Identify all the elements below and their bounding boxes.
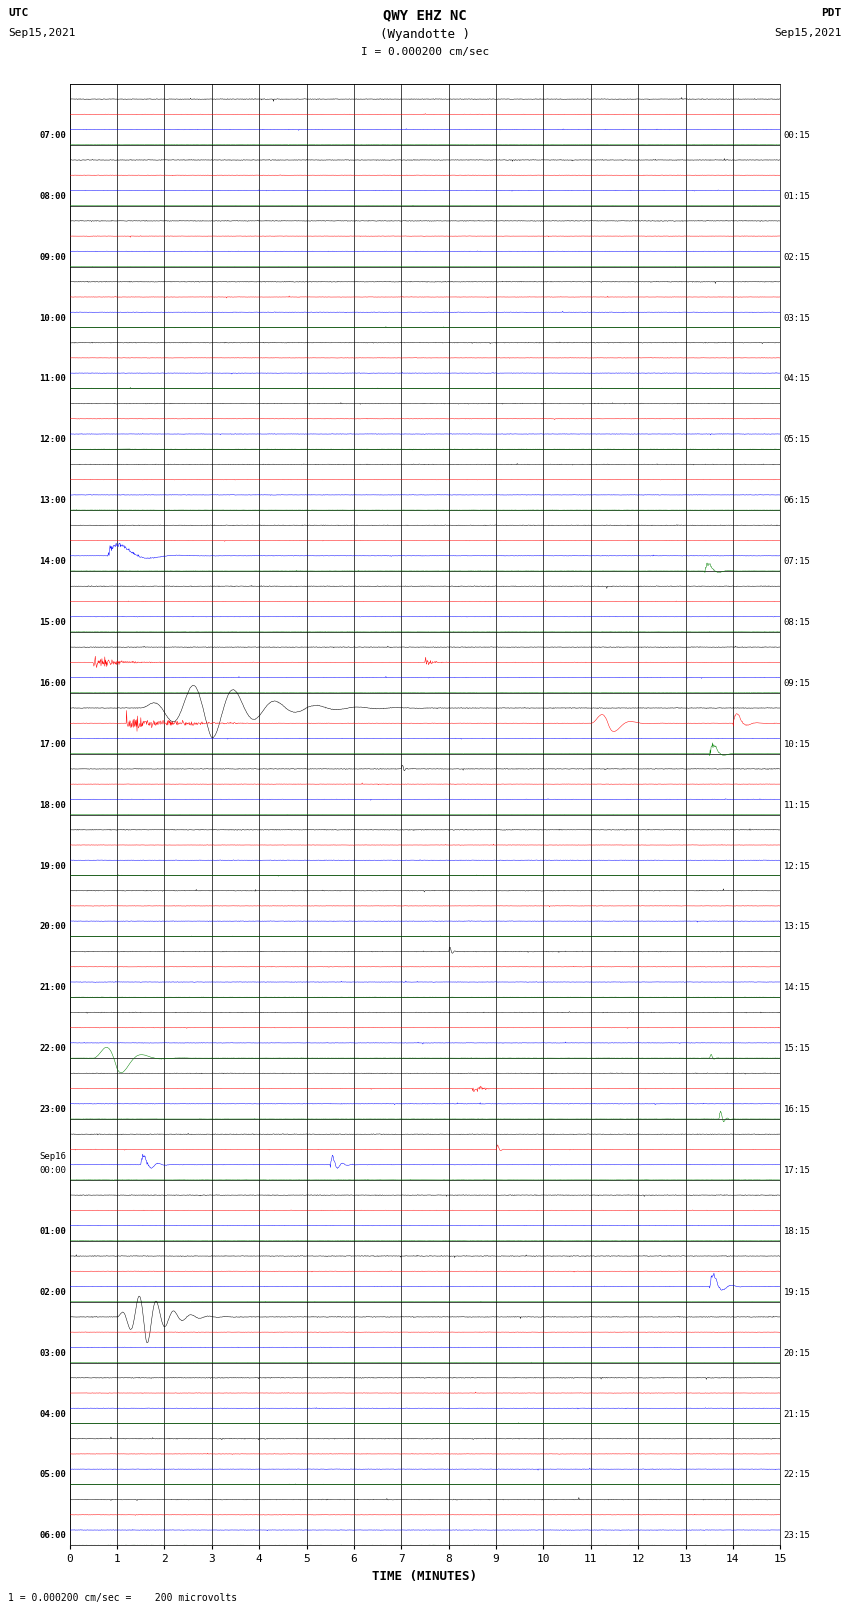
- Text: 16:15: 16:15: [784, 1105, 811, 1115]
- Text: 20:00: 20:00: [39, 923, 66, 931]
- Text: 01:00: 01:00: [39, 1227, 66, 1236]
- Text: 00:00: 00:00: [39, 1166, 66, 1174]
- Text: 17:00: 17:00: [39, 740, 66, 748]
- Text: 08:00: 08:00: [39, 192, 66, 200]
- Text: 01:15: 01:15: [784, 192, 811, 200]
- Text: 09:15: 09:15: [784, 679, 811, 687]
- Text: 16:00: 16:00: [39, 679, 66, 687]
- Text: 17:15: 17:15: [784, 1166, 811, 1174]
- Text: 23:15: 23:15: [784, 1531, 811, 1540]
- Text: 18:15: 18:15: [784, 1227, 811, 1236]
- Text: 14:15: 14:15: [784, 984, 811, 992]
- Text: 09:00: 09:00: [39, 253, 66, 261]
- Text: I = 0.000200 cm/sec: I = 0.000200 cm/sec: [361, 47, 489, 56]
- Text: 13:15: 13:15: [784, 923, 811, 931]
- Text: 02:15: 02:15: [784, 253, 811, 261]
- Text: 04:00: 04:00: [39, 1410, 66, 1418]
- Text: 21:00: 21:00: [39, 984, 66, 992]
- Text: 03:15: 03:15: [784, 313, 811, 323]
- Text: 05:15: 05:15: [784, 436, 811, 444]
- Text: 11:00: 11:00: [39, 374, 66, 384]
- Text: 10:15: 10:15: [784, 740, 811, 748]
- Text: (Wyandotte ): (Wyandotte ): [380, 27, 470, 40]
- Text: Sep15,2021: Sep15,2021: [774, 27, 842, 37]
- Text: 07:15: 07:15: [784, 556, 811, 566]
- Text: QWY EHZ NC: QWY EHZ NC: [383, 8, 467, 23]
- Text: UTC: UTC: [8, 8, 29, 18]
- Text: 04:15: 04:15: [784, 374, 811, 384]
- Text: 23:00: 23:00: [39, 1105, 66, 1115]
- Text: 15:15: 15:15: [784, 1044, 811, 1053]
- Text: 1 = 0.000200 cm/sec =    200 microvolts: 1 = 0.000200 cm/sec = 200 microvolts: [8, 1594, 238, 1603]
- Text: 22:00: 22:00: [39, 1044, 66, 1053]
- Text: 12:00: 12:00: [39, 436, 66, 444]
- Text: 22:15: 22:15: [784, 1471, 811, 1479]
- Text: 13:00: 13:00: [39, 497, 66, 505]
- Text: 20:15: 20:15: [784, 1348, 811, 1358]
- Text: PDT: PDT: [821, 8, 842, 18]
- Text: 05:00: 05:00: [39, 1471, 66, 1479]
- Text: 06:00: 06:00: [39, 1531, 66, 1540]
- Text: 10:00: 10:00: [39, 313, 66, 323]
- Text: 07:00: 07:00: [39, 131, 66, 140]
- Text: Sep16: Sep16: [39, 1152, 66, 1160]
- Text: 19:15: 19:15: [784, 1287, 811, 1297]
- Text: 18:00: 18:00: [39, 800, 66, 810]
- Text: 11:15: 11:15: [784, 800, 811, 810]
- Text: 06:15: 06:15: [784, 497, 811, 505]
- Text: Sep15,2021: Sep15,2021: [8, 27, 76, 37]
- Text: 15:00: 15:00: [39, 618, 66, 627]
- Text: 03:00: 03:00: [39, 1348, 66, 1358]
- Text: 12:15: 12:15: [784, 861, 811, 871]
- Text: 02:00: 02:00: [39, 1287, 66, 1297]
- Text: 00:15: 00:15: [784, 131, 811, 140]
- Text: 19:00: 19:00: [39, 861, 66, 871]
- Text: 14:00: 14:00: [39, 556, 66, 566]
- Text: 21:15: 21:15: [784, 1410, 811, 1418]
- Text: 08:15: 08:15: [784, 618, 811, 627]
- X-axis label: TIME (MINUTES): TIME (MINUTES): [372, 1569, 478, 1582]
